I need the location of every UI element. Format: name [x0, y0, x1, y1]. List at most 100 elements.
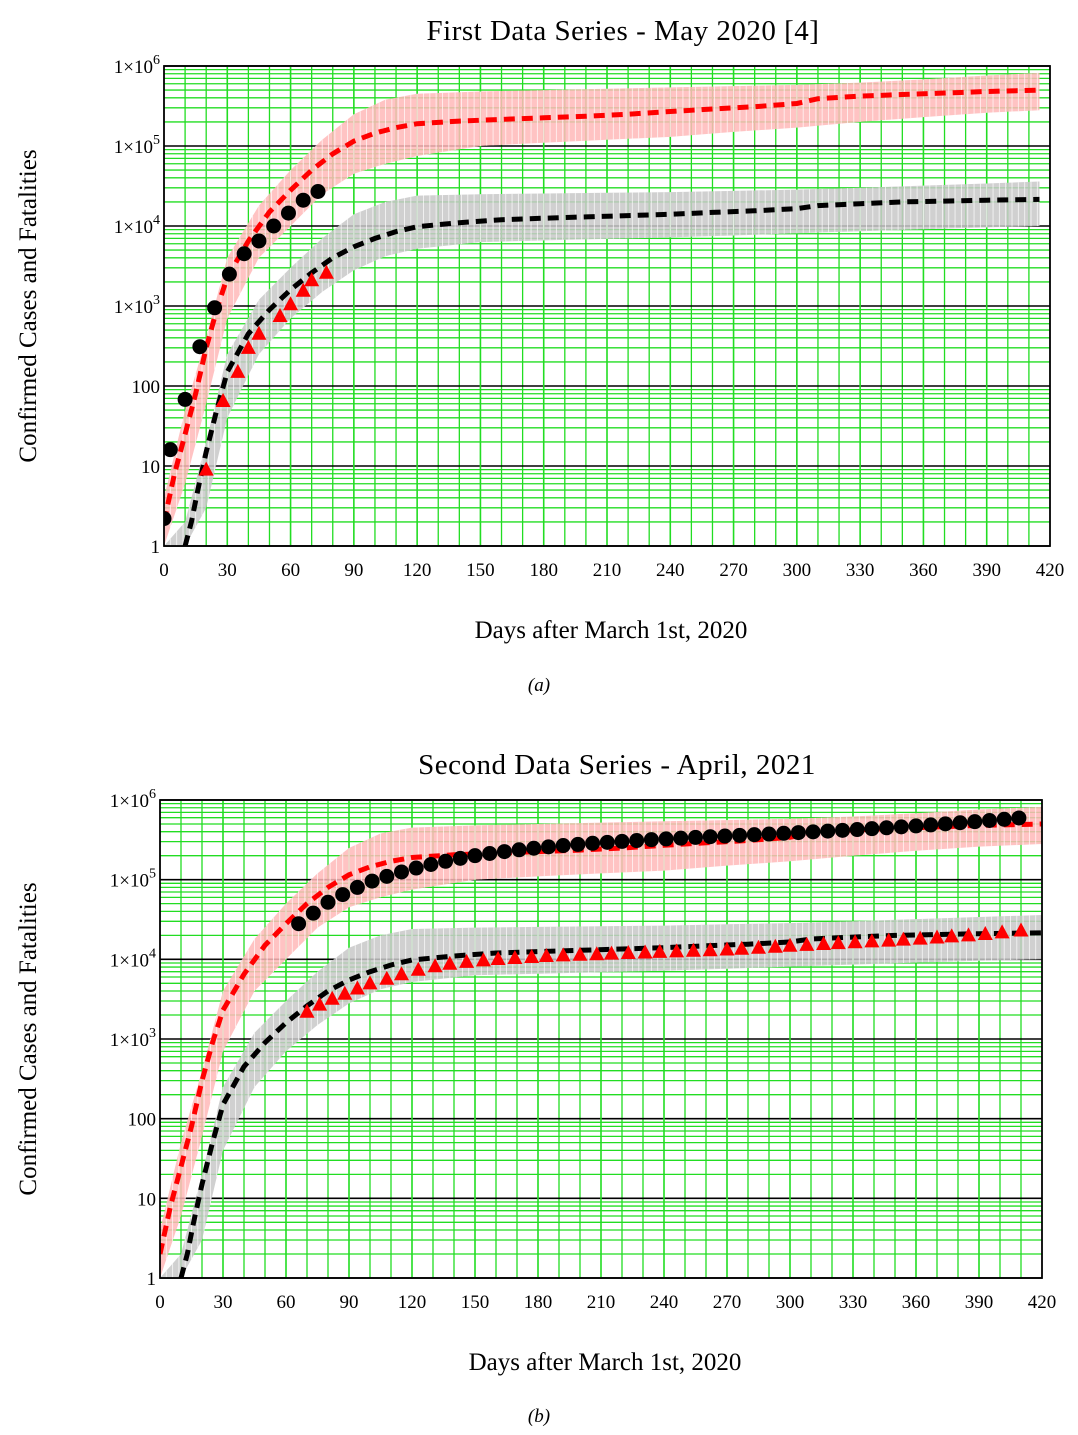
x-tick-label: 210 — [593, 560, 622, 581]
data-point-triangle — [490, 950, 506, 965]
data-point-circle — [364, 873, 380, 889]
data-point-triangle — [215, 392, 231, 407]
y-tick-label: 1×103 — [110, 1026, 156, 1051]
x-tick-label: 420 — [1036, 560, 1065, 581]
y-tick-mantissa: 1×10 — [114, 217, 153, 238]
data-point-circle — [717, 828, 733, 844]
data-point-circle — [879, 820, 895, 836]
data-point-circle — [805, 824, 821, 840]
data-point-triangle — [318, 264, 334, 279]
data-series — [299, 922, 1029, 1018]
y-tick-exponent: 3 — [149, 1026, 156, 1041]
data-point-circle — [349, 879, 365, 895]
data-point-triangle — [929, 929, 945, 944]
y-tick-mantissa: 1×10 — [110, 871, 149, 892]
y-tick-mantissa: 1×10 — [114, 57, 153, 78]
data-point-circle — [1011, 810, 1027, 826]
data-point-triangle — [362, 975, 378, 990]
x-tick-label: 150 — [461, 1292, 490, 1313]
data-point-triangle — [799, 936, 815, 951]
uncertainty-band — [164, 72, 1040, 546]
y-tick-label: 10 — [137, 1189, 156, 1210]
data-point-triangle — [304, 272, 320, 287]
data-point-circle — [702, 829, 718, 845]
y-axis-label: Confirmed Cases and Fatalities — [15, 882, 42, 1195]
y-tick-label: 1 — [151, 537, 161, 558]
data-point-circle — [629, 833, 645, 849]
y-tick-label: 10 — [141, 457, 160, 478]
data-point-circle — [177, 391, 193, 407]
data-point-triangle — [572, 946, 588, 961]
data-point-triangle — [685, 942, 701, 957]
data-point-circle — [496, 844, 512, 860]
data-point-circle — [952, 815, 968, 831]
data-point-triangle — [719, 941, 735, 956]
data-point-triangle — [555, 947, 571, 962]
x-tick-label: 180 — [524, 1292, 553, 1313]
x-axis-label: Days after March 1st, 2020 — [475, 617, 748, 644]
data-point-triangle — [1013, 922, 1029, 937]
data-point-circle — [511, 842, 527, 858]
x-tick-label: 360 — [909, 560, 938, 581]
data-point-circle — [408, 860, 424, 876]
x-tick-label: 360 — [902, 1292, 931, 1313]
x-tick-label: 30 — [218, 560, 237, 581]
data-point-circle — [849, 822, 865, 838]
data-point-triangle — [410, 961, 426, 976]
data-point-triangle — [427, 958, 443, 973]
data-point-triangle — [507, 949, 523, 964]
y-tick-exponent: 3 — [153, 293, 160, 308]
y-tick-label: 1×106 — [114, 53, 160, 78]
data-point-circle — [251, 233, 267, 249]
data-point-circle — [379, 868, 395, 884]
y-tick-label: 1×106 — [110, 787, 156, 812]
data-point-triangle — [283, 296, 299, 311]
panel-caption: (a) — [528, 675, 550, 696]
y-axis-label: Confirmed Cases and Fatalities — [15, 149, 42, 462]
x-tick-label: 390 — [972, 560, 1001, 581]
x-tick-label: 240 — [650, 1292, 679, 1313]
x-tick-label: 90 — [344, 560, 363, 581]
data-point-circle — [570, 836, 586, 852]
data-point-circle — [555, 838, 571, 854]
model-curve-dashed — [182, 196, 1040, 546]
x-tick-label: 120 — [398, 1292, 427, 1313]
data-point-circle — [423, 857, 439, 873]
x-tick-label: 300 — [783, 560, 812, 581]
data-point-triangle — [652, 943, 668, 958]
data-point-triangle — [295, 282, 311, 297]
x-tick-label: 270 — [719, 560, 748, 581]
y-tick-label: 1×104 — [110, 946, 156, 971]
data-point-circle — [305, 905, 321, 921]
y-tick-mantissa: 1×10 — [114, 137, 153, 158]
data-point-triangle — [864, 933, 880, 948]
data-point-circle — [438, 853, 454, 869]
data-point-triangle — [379, 970, 395, 985]
data-point-triangle — [816, 935, 832, 950]
data-point-circle — [482, 846, 498, 862]
data-point-triangle — [961, 927, 976, 942]
data-point-triangle — [669, 943, 685, 958]
data-point-circle — [266, 218, 282, 234]
data-point-triangle — [459, 953, 475, 968]
x-tick-label: 30 — [214, 1292, 233, 1313]
data-point-triangle — [324, 990, 340, 1005]
plot-content — [164, 72, 1040, 546]
data-point-circle — [732, 827, 748, 843]
data-point-triangle — [977, 925, 993, 940]
data-point-circle — [761, 826, 777, 842]
data-point-circle — [599, 834, 615, 850]
data-point-circle — [996, 811, 1012, 827]
chart-title: First Data Series - May 2020 [4] — [427, 15, 820, 47]
data-point-circle — [967, 814, 983, 830]
data-point-triangle — [538, 948, 554, 963]
data-point-circle — [746, 827, 762, 843]
data-point-triangle — [349, 980, 365, 995]
data-point-circle — [776, 825, 792, 841]
data-point-triangle — [524, 948, 540, 963]
data-point-triangle — [767, 938, 783, 953]
data-point-triangle — [230, 363, 246, 378]
x-tick-label: 270 — [713, 1292, 742, 1313]
data-point-triangle — [847, 934, 863, 949]
data-point-triangle — [589, 946, 605, 961]
